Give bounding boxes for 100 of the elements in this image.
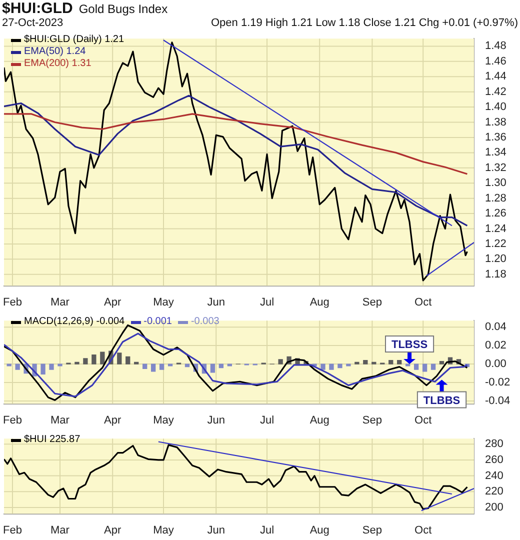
- x-tick-label: Jun: [207, 296, 225, 308]
- x-tick-label: Sep: [362, 524, 382, 536]
- chart-title: $HUI:GLD: [2, 0, 73, 17]
- legend-label: MACD(12,26,9) -0.004: [24, 316, 125, 328]
- bar: [439, 360, 444, 364]
- y-tick-label: -0.02: [485, 376, 510, 389]
- bar: [126, 356, 130, 364]
- x-tick-label: Aug: [310, 414, 330, 426]
- bar: [210, 364, 216, 373]
- x-tick-label: Jul: [260, 524, 274, 536]
- legend-label: -0.003: [190, 316, 220, 328]
- annotation: TLBBS: [423, 394, 460, 407]
- y-tick-label: 1.36: [485, 132, 506, 144]
- x-tick-label: Mar: [50, 414, 70, 426]
- bar: [100, 352, 105, 364]
- bar: [150, 364, 156, 372]
- y-tick-label: 1.48: [485, 40, 506, 52]
- y-tick-label: 1.20: [485, 253, 506, 266]
- y-tick-label: 0.02: [485, 340, 506, 352]
- x-tick-label: Apr: [104, 296, 122, 308]
- y-tick-label: 1.38: [485, 116, 506, 128]
- bar: [338, 364, 342, 368]
- x-tick-label: May: [153, 524, 174, 536]
- x-tick-label: Apr: [104, 524, 122, 536]
- bar: [83, 358, 88, 364]
- x-tick-label: Jul: [260, 414, 274, 426]
- y-tick-label: 1.28: [485, 192, 506, 204]
- y-tick-label: 1.24: [485, 222, 506, 235]
- bar: [372, 362, 376, 364]
- bar: [388, 360, 394, 364]
- x-tick-label: Jun: [207, 414, 225, 426]
- x-tick-label: Feb: [3, 296, 22, 308]
- y-tick-label: 0.04: [485, 321, 506, 334]
- text: 27-Oct-2023: [2, 17, 64, 29]
- y-tick-label: 1.30: [485, 177, 506, 190]
- legend-label: -0.001: [144, 316, 172, 328]
- bar: [218, 364, 224, 368]
- bar: [422, 364, 428, 372]
- y-tick-label: 200: [485, 502, 504, 514]
- y-tick-label: 1.42: [485, 86, 506, 98]
- x-tick-label: May: [153, 296, 174, 308]
- y-tick-label: 1.46: [485, 55, 506, 68]
- x-tick-label: Feb: [3, 414, 22, 426]
- y-tick-label: 0.00: [485, 358, 506, 370]
- bar: [430, 364, 436, 370]
- bar: [227, 364, 232, 366]
- bar: [58, 364, 62, 366]
- y-tick-label: 220: [485, 486, 504, 498]
- bar: [320, 364, 326, 370]
- x-tick-label: Aug: [310, 524, 330, 536]
- x-tick-label: Mar: [50, 524, 70, 536]
- y-tick-label: 1.40: [485, 101, 506, 114]
- bar: [184, 364, 190, 368]
- y-tick-label: 1.26: [485, 208, 506, 220]
- legend-label: EMA(50) 1.24: [24, 46, 86, 58]
- bar: [346, 364, 351, 366]
- legend-label: $HUI:GLD (Daily) 1.21: [24, 34, 124, 46]
- legend-label: $HUI 225.87: [24, 434, 80, 446]
- text: Open 1.19 High 1.21 Low 1.18 Close 1.21 Chg +0.01 (+0.97%): [211, 17, 518, 29]
- legend-label: EMA(200) 1.31: [24, 58, 92, 70]
- bar: [49, 364, 54, 370]
- x-tick-label: Apr: [104, 414, 122, 426]
- bar: [397, 360, 402, 364]
- bar: [354, 362, 360, 364]
- bar: [74, 362, 80, 364]
- y-tick-label: 280: [485, 438, 504, 450]
- bar: [159, 364, 164, 370]
- x-tick-label: Jul: [260, 296, 274, 308]
- x-tick-label: Aug: [310, 296, 330, 308]
- annotation: TLBSS: [391, 339, 428, 352]
- y-tick-label: 240: [485, 470, 504, 482]
- x-tick-label: Feb: [3, 524, 22, 536]
- x-tick-label: Oct: [414, 296, 432, 308]
- bar: [6, 364, 12, 366]
- bar: [117, 352, 122, 364]
- x-tick-label: Jun: [207, 524, 225, 536]
- bar: [142, 364, 148, 369]
- bar: [92, 354, 96, 364]
- bar: [168, 364, 173, 366]
- y-tick-label: 1.44: [485, 70, 506, 83]
- bar: [278, 359, 283, 364]
- bar: [15, 364, 20, 370]
- x-tick-label: Mar: [50, 296, 70, 308]
- x-tick-label: Oct: [414, 414, 432, 426]
- bar: [405, 364, 410, 366]
- y-tick-label: 1.22: [485, 238, 506, 250]
- x-tick-label: Sep: [362, 414, 382, 426]
- bar: [363, 360, 368, 364]
- x-tick-label: May: [153, 414, 174, 426]
- bar: [329, 364, 334, 370]
- chart-subtitle: Gold Bugs Index: [78, 2, 168, 16]
- y-tick-label: 1.18: [485, 268, 506, 280]
- y-tick-label: 260: [485, 454, 504, 466]
- y-tick-label: 1.32: [485, 162, 506, 174]
- bar: [414, 364, 419, 370]
- bar: [40, 364, 46, 375]
- bar: [134, 362, 139, 364]
- y-tick-label: 1.34: [485, 146, 506, 159]
- x-tick-label: Oct: [414, 524, 432, 536]
- y-tick-label: -0.04: [485, 395, 510, 408]
